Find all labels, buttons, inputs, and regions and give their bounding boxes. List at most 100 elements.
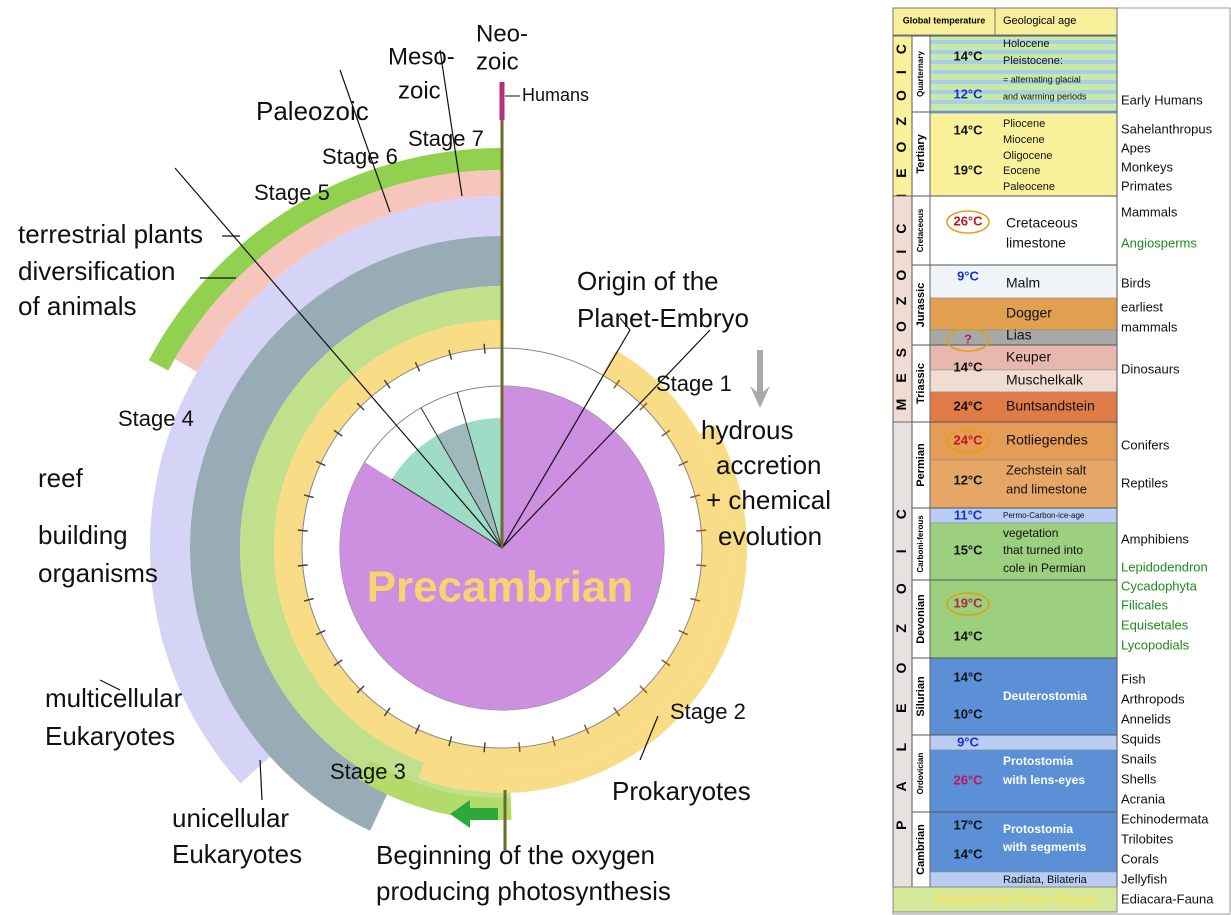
life-form: Apes <box>1121 140 1151 155</box>
diagram-label: of animals <box>18 291 137 321</box>
age-label: Protostomia <box>1003 822 1073 836</box>
life-form: Annelids <box>1121 711 1171 726</box>
page: Neo-zoicMeso-zoicHumansPaleozoicStage 7S… <box>0 0 1231 915</box>
life-form: Trilobites <box>1121 831 1174 846</box>
temperature: 26°C <box>953 772 983 787</box>
header-label: Geological age <box>1003 15 1076 27</box>
diagram-label: + chemical <box>706 485 831 515</box>
diagram-label: Stage 1 <box>656 371 732 396</box>
life-form: Arthropods <box>1121 691 1185 706</box>
age-label: cole in Permian <box>1003 561 1086 575</box>
diagram-label: zoic <box>476 48 519 75</box>
era-label: MESOZOIC <box>893 208 909 411</box>
age-label: Cretaceous <box>1006 215 1078 231</box>
diagram-label: Prokaryotes <box>612 776 751 806</box>
age-label: Muschelkalk <box>1006 372 1084 388</box>
age-label: Deuterostomia <box>1003 689 1087 703</box>
age-label: vegetation <box>1003 526 1058 540</box>
temperature: 14°C <box>953 628 983 643</box>
age-label: = alternating glacial <box>1003 74 1081 84</box>
diagram-label: reef <box>38 463 84 493</box>
age-label: with lens-eyes <box>1002 773 1085 787</box>
period-label: Triassic <box>915 363 927 404</box>
diagram-label: multicellular <box>45 683 183 713</box>
life-form: Ediacara-Fauna <box>1121 891 1214 906</box>
life-form: mammals <box>1121 319 1178 334</box>
life-form: Birds <box>1121 275 1151 290</box>
age-label: Pleistocene: <box>1003 55 1063 67</box>
age-label: Zechstein salt <box>1006 462 1087 477</box>
diagram-label: Beginning of the oxygen <box>376 840 655 870</box>
temperature: 14°C <box>953 48 983 63</box>
age-label: Oligocene <box>1003 150 1053 162</box>
life-form: Lepidodendron <box>1121 559 1208 574</box>
life-form: Squids <box>1121 731 1161 746</box>
diagram-label: Stage 4 <box>118 406 194 431</box>
life-form: Angiosperms <box>1121 235 1197 250</box>
life-form: Dinosaurs <box>1121 361 1180 376</box>
diagram-label: Eukaryotes <box>172 839 302 869</box>
life-form: Cycadophyta <box>1121 578 1198 593</box>
tick <box>484 344 485 354</box>
temperature: 11°C <box>954 507 983 522</box>
age-label: Protostomia <box>1003 754 1073 768</box>
life-form: Equisetales <box>1121 617 1189 632</box>
temperature: 12°C <box>953 472 983 487</box>
age-label: Pliocene <box>1003 118 1045 130</box>
life-form: Early Humans <box>1121 92 1203 107</box>
diagram-label: producing photosynthesis <box>376 876 671 906</box>
diagram-label: accretion <box>716 450 822 480</box>
tick <box>519 742 520 752</box>
life-form: Shells <box>1121 771 1157 786</box>
age-label: Eocene <box>1003 165 1040 177</box>
life-form: Sahelanthropus <box>1121 121 1213 136</box>
diagram-label: Paleozoic <box>256 96 369 126</box>
life-form: earliest <box>1121 299 1163 314</box>
header-label: Global temperature <box>903 15 986 25</box>
temperature: 14°C <box>953 669 983 684</box>
period-label: Ordovician <box>916 752 925 794</box>
age-label: Holocene <box>1003 38 1049 50</box>
period-label: Jurassic <box>915 283 927 328</box>
temperature: 17°C <box>953 817 983 832</box>
period-label: Permian <box>915 443 927 487</box>
era-label: NEOZOIC <box>893 28 909 204</box>
age-label: and limestone <box>1006 481 1087 496</box>
temperature: 14°C <box>953 359 983 374</box>
era-label: PALEOZOIC <box>893 479 909 830</box>
period-label: Quarternary <box>916 51 925 97</box>
period-label: Carboni-ferous <box>916 515 925 573</box>
period-label: Silurian <box>915 676 927 717</box>
life-form: Lycopodials <box>1121 637 1190 652</box>
temperature: 15°C <box>953 542 983 557</box>
life-form: Filicales <box>1121 597 1168 612</box>
diagram-label: Stage 6 <box>322 144 398 169</box>
temperature: 12°C <box>953 86 983 101</box>
diagram-label: hydrous <box>701 415 794 445</box>
diagram-label: diversification <box>18 256 176 286</box>
life-form: Acrania <box>1121 791 1166 806</box>
age-label: Lias <box>1006 327 1032 343</box>
temperature: 19°C <box>953 595 983 610</box>
diagram-label: organisms <box>38 558 158 588</box>
age-label: Buntsandstein <box>1006 398 1095 414</box>
tick <box>298 565 308 566</box>
diagram-label: Planet-Embryo <box>577 303 749 333</box>
diagram-label: Origin of the <box>577 266 719 296</box>
diagram-label: terrestrial plants <box>18 219 203 249</box>
life-form: Jellyfish <box>1121 871 1167 886</box>
temperature: 9°C <box>957 268 979 283</box>
precambrian-label: Precambrian Flora~Fauna <box>935 891 1096 906</box>
tick <box>696 530 706 531</box>
diagram-label: Eukaryotes <box>45 721 175 751</box>
life-form: Corals <box>1121 851 1159 866</box>
geological-table: Global temperature Geological age NEOZOIC M… <box>893 8 1230 914</box>
diagram-label: Meso- <box>388 43 455 70</box>
period-label: Tertiary <box>915 133 927 173</box>
temperature: 14°C <box>953 846 983 861</box>
age-label: limestone <box>1006 235 1066 251</box>
period-label: Cambrian <box>915 824 927 875</box>
diagram-label: zoic <box>398 77 441 104</box>
diagram-label: Neo- <box>476 20 528 47</box>
